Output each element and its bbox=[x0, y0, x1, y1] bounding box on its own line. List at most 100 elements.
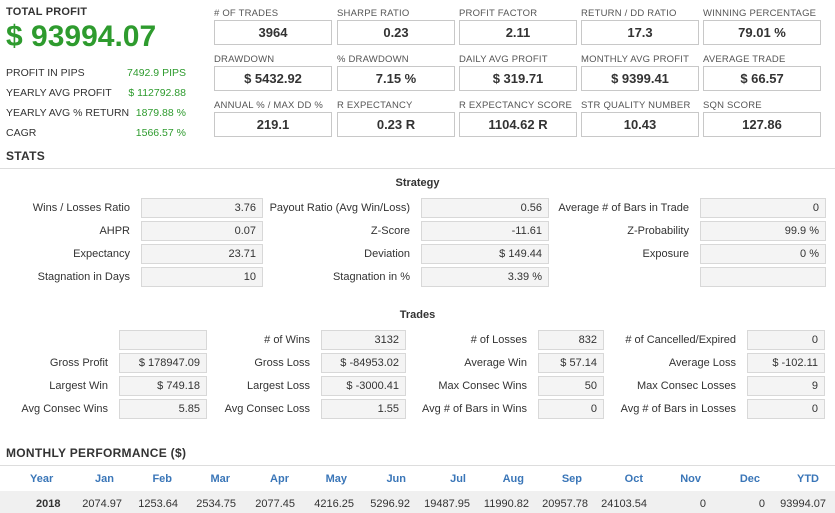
stat-label: Z-Probability bbox=[627, 225, 689, 237]
stat-label: Wins / Losses Ratio bbox=[32, 202, 130, 214]
stat-label: Z-Score bbox=[370, 225, 410, 237]
summary-label: CAGR bbox=[6, 127, 37, 139]
stat-value: $ 149.44 bbox=[421, 244, 549, 264]
stat-value: -11.61 bbox=[421, 221, 549, 241]
metric-label: % DRAWDOWN bbox=[337, 54, 409, 65]
metric-value: 2.11 bbox=[459, 20, 577, 45]
metric-value: $ 319.71 bbox=[459, 66, 577, 91]
trade-value: $ -3000.41 bbox=[321, 376, 406, 396]
summary-value: 7492.9 PIPS bbox=[127, 67, 186, 79]
total-profit-title: TOTAL PROFIT bbox=[6, 6, 88, 18]
summary-label: YEARLY AVG % RETURN bbox=[6, 107, 130, 119]
total-profit-value: $ 93994.07 bbox=[6, 20, 157, 53]
metric-value: $ 66.57 bbox=[703, 66, 821, 91]
monthly-cell-sep: 20957.78 bbox=[542, 498, 588, 510]
trade-label: Gross Profit bbox=[49, 357, 108, 369]
monthly-header-year: Year bbox=[30, 473, 54, 485]
monthly-cell-year: 2018 bbox=[36, 498, 61, 510]
metric-label: DAILY AVG PROFIT bbox=[459, 54, 548, 65]
monthly-header-dec: Dec bbox=[739, 473, 760, 485]
stat-label: Deviation bbox=[364, 248, 410, 260]
trade-label: # of Wins bbox=[264, 334, 310, 346]
summary-value: $ 112792.88 bbox=[128, 87, 186, 99]
monthly-cell-jul: 19487.95 bbox=[424, 498, 470, 510]
metric-label: SHARPE RATIO bbox=[337, 8, 410, 19]
stat-value: 3.39 % bbox=[421, 267, 549, 287]
monthly-header-jun: Jun bbox=[386, 473, 406, 485]
summary-rows: PROFIT IN PIPS 7492.9 PIPS YEARLY AVG PR… bbox=[6, 66, 186, 146]
table-row bbox=[0, 491, 835, 513]
stat-value: 10 bbox=[141, 267, 263, 287]
trade-label: Max Consec Wins bbox=[438, 380, 527, 392]
stat-value: 99.9 % bbox=[700, 221, 826, 241]
metric-label: R EXPECTANCY SCORE bbox=[459, 100, 573, 111]
trade-value: 0 bbox=[747, 399, 825, 419]
trade-value: $ 178947.09 bbox=[119, 353, 207, 373]
trade-label: # of Losses bbox=[470, 334, 527, 346]
trade-label: Average Win bbox=[464, 357, 527, 369]
trade-value: 1.55 bbox=[321, 399, 406, 419]
trade-label: Avg Consec Loss bbox=[224, 403, 310, 415]
strategy-title: Strategy bbox=[395, 177, 440, 189]
monthly-header-oct: Oct bbox=[624, 473, 643, 485]
metric-value: 0.23 R bbox=[337, 112, 455, 137]
metric-r-expectancy: R EXPECTANCY 0.23 R bbox=[337, 100, 455, 137]
trade-value: 3132 bbox=[321, 330, 406, 350]
trade-value: 0 bbox=[538, 399, 604, 419]
metric-value: 219.1 bbox=[214, 112, 332, 137]
total-profit-panel: TOTAL PROFIT $ 93994.07 PROFIT IN PIPS 7… bbox=[6, 6, 186, 146]
metric-label: # OF TRADES bbox=[214, 8, 279, 19]
trade-value: $ -84953.02 bbox=[321, 353, 406, 373]
trade-label: Avg # of Bars in Wins bbox=[422, 403, 527, 415]
metric-label: DRAWDOWN bbox=[214, 54, 275, 65]
stat-label: AHPR bbox=[99, 225, 130, 237]
monthly-cell-dec: 0 bbox=[758, 498, 765, 510]
trades-title: Trades bbox=[399, 309, 436, 321]
stat-label: Payout Ratio (Avg Win/Loss) bbox=[269, 202, 410, 214]
monthly-cell-oct: 24103.54 bbox=[601, 498, 647, 510]
stat-value: 0 bbox=[700, 198, 826, 218]
metric-drawdown: DRAWDOWN $ 5432.92 bbox=[214, 54, 332, 91]
metric-label: RETURN / DD RATIO bbox=[581, 8, 677, 19]
monthly-cell-jun: 5296.92 bbox=[370, 498, 410, 510]
trade-label bbox=[0, 330, 108, 350]
stats-title: STATS bbox=[6, 149, 46, 163]
summary-row-yearly-avg-profit: YEARLY AVG PROFIT $ 112792.88 bbox=[6, 86, 186, 106]
monthly-cell-jan: 2074.97 bbox=[82, 498, 122, 510]
trade-value: 50 bbox=[538, 376, 604, 396]
monthly-cell-nov: 0 bbox=[699, 498, 706, 510]
summary-row-yearly-avg-return: YEARLY AVG % RETURN 1879.88 % bbox=[6, 106, 186, 126]
metric-sharpe-ratio: SHARPE RATIO 0.23 bbox=[337, 8, 455, 45]
metric-label: SQN SCORE bbox=[703, 100, 762, 111]
metric-value: 10.43 bbox=[581, 112, 699, 137]
metric-return-dd-ratio: RETURN / DD RATIO 17.3 bbox=[581, 8, 699, 45]
metric-value: 127.86 bbox=[703, 112, 821, 137]
monthly-header-may: May bbox=[325, 473, 347, 485]
stat-value: 3.76 bbox=[141, 198, 263, 218]
stat-value: 23.71 bbox=[141, 244, 263, 264]
metric-value: $ 9399.41 bbox=[581, 66, 699, 91]
monthly-header-sep: Sep bbox=[561, 473, 582, 485]
metric-value: 3964 bbox=[214, 20, 332, 45]
metric-label: R EXPECTANCY bbox=[337, 100, 413, 111]
monthly-cell-aug: 11990.82 bbox=[483, 498, 529, 510]
metric-daily-avg-profit: DAILY AVG PROFIT $ 319.71 bbox=[459, 54, 577, 91]
summary-row-profit-pips: PROFIT IN PIPS 7492.9 PIPS bbox=[6, 66, 186, 86]
trade-label: Avg Consec Wins bbox=[21, 403, 108, 415]
trade-value: 9 bbox=[747, 376, 825, 396]
stat-label: Exposure bbox=[642, 248, 689, 260]
metric-profit-factor: PROFIT FACTOR 2.11 bbox=[459, 8, 577, 45]
trade-label: # of Cancelled/Expired bbox=[625, 334, 736, 346]
summary-row-cagr: CAGR 1566.57 % bbox=[6, 126, 186, 146]
metric-label: WINNING PERCENTAGE bbox=[703, 8, 817, 19]
metric-sqn-score: SQN SCORE 127.86 bbox=[703, 100, 821, 137]
metric-value: 17.3 bbox=[581, 20, 699, 45]
summary-label: YEARLY AVG PROFIT bbox=[6, 87, 112, 99]
metric-value: 79.01 % bbox=[703, 20, 821, 45]
metric-label: ANNUAL % / MAX DD % bbox=[214, 100, 324, 111]
metric-monthly-avg-profit: MONTHLY AVG PROFIT $ 9399.41 bbox=[581, 54, 699, 91]
summary-value: 1879.88 % bbox=[135, 107, 186, 119]
trade-value: 0 bbox=[747, 330, 825, 350]
monthly-header-jul: Jul bbox=[450, 473, 466, 485]
metric-label: PROFIT FACTOR bbox=[459, 8, 538, 19]
